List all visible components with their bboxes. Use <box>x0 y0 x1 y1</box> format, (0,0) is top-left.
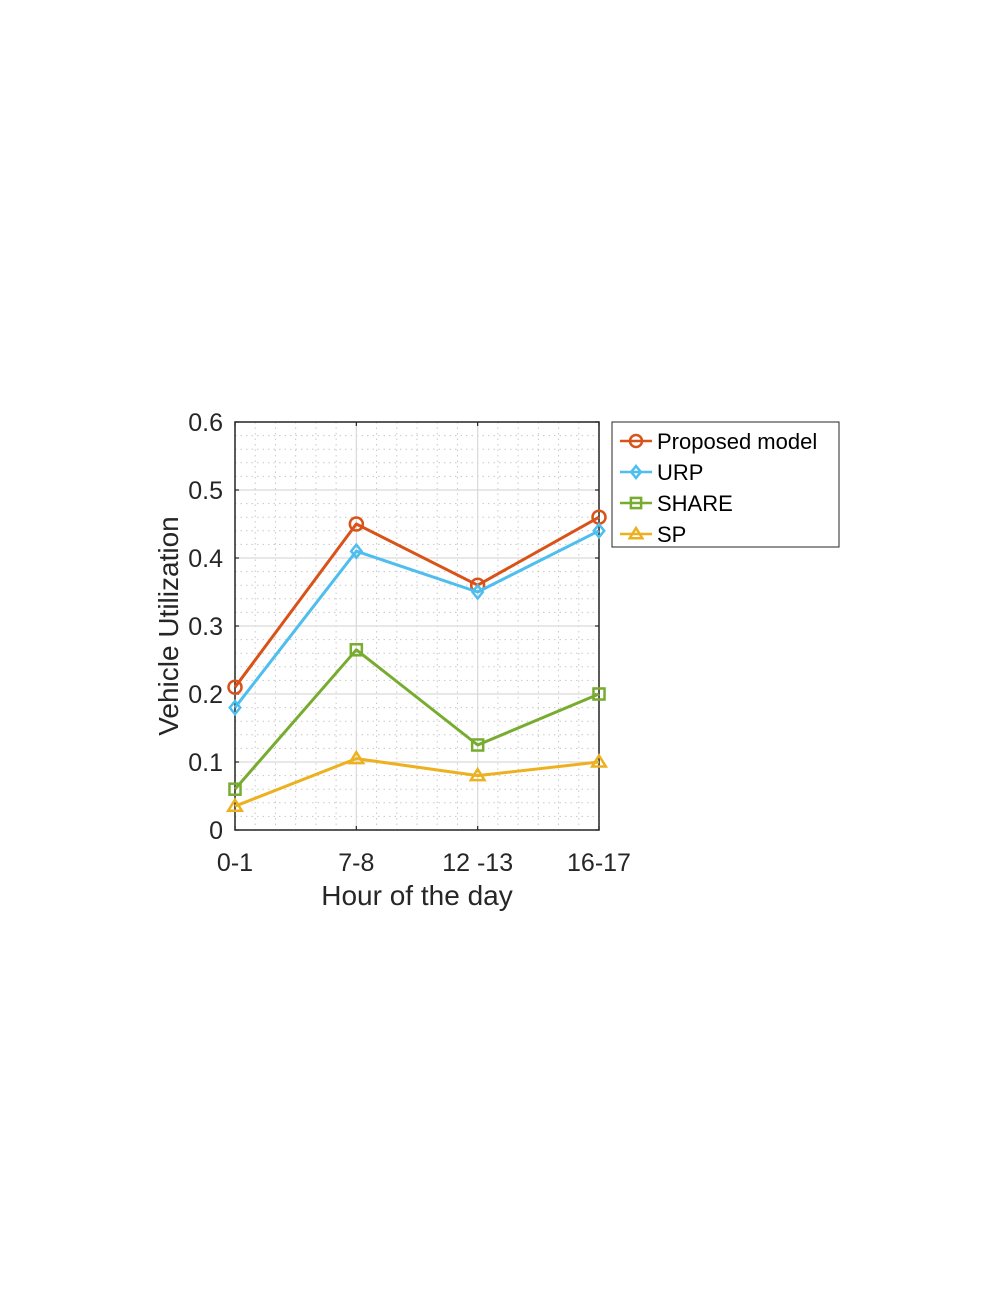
series-layer <box>225 509 609 812</box>
data-point <box>592 687 606 701</box>
legend-item: URP <box>620 460 703 485</box>
data-point <box>228 699 242 717</box>
data-point <box>470 583 485 601</box>
legend-item: SHARE <box>620 491 733 516</box>
series-line <box>233 529 600 709</box>
series-line <box>234 757 600 808</box>
legend-swatch-marker <box>629 496 643 510</box>
y-tick-label: 0.6 <box>188 409 223 437</box>
data-point <box>589 753 609 768</box>
y-tick-labels: 0 0.1 0.2 0.3 0.4 0.5 0.6 <box>188 409 223 845</box>
y-tick-label: 0.2 <box>188 681 223 709</box>
x-tick-labels: 0-1 7-8 12 -13 16-17 <box>217 849 631 877</box>
legend-label: Proposed model <box>657 429 817 454</box>
x-axis-title: Hour of the day <box>321 880 512 911</box>
data-point <box>592 522 606 540</box>
legend-label: SHARE <box>657 491 733 516</box>
y-tick-label: 0.1 <box>188 749 223 777</box>
data-point <box>349 643 364 657</box>
legend-swatch-marker <box>629 463 643 481</box>
legend-swatch-marker <box>627 525 645 540</box>
series-sp <box>225 749 609 812</box>
y-tick-label: 0 <box>209 817 223 845</box>
series-urp <box>228 522 606 717</box>
series-line <box>233 515 600 689</box>
y-tick-label: 0.3 <box>188 613 223 641</box>
legend-label: URP <box>657 460 703 485</box>
data-point <box>227 679 243 695</box>
series-line <box>233 648 600 791</box>
legend-item: Proposed model <box>620 429 817 454</box>
legend-swatch-marker <box>628 433 644 449</box>
legend-item: SP <box>620 522 686 547</box>
data-point <box>225 797 245 812</box>
series-share <box>228 643 606 796</box>
data-point <box>348 516 365 532</box>
data-point <box>470 738 485 752</box>
y-tick-label: 0.4 <box>188 545 223 573</box>
x-tick-label: 0-1 <box>217 849 253 877</box>
data-point <box>347 749 366 765</box>
x-tick-label: 7-8 <box>338 849 374 877</box>
legend-box <box>611 421 840 548</box>
data-point <box>228 782 242 796</box>
y-axis-title: Vehicle Utilization <box>153 516 184 735</box>
y-tick-label: 0.5 <box>188 477 223 505</box>
x-tick-label: 16-17 <box>567 849 631 877</box>
data-point <box>468 766 487 782</box>
legend: Proposed model URP SHARE SP <box>611 421 840 548</box>
x-tick-label: 12 -13 <box>442 849 513 877</box>
legend-label: SP <box>657 522 686 547</box>
data-point <box>349 542 364 560</box>
